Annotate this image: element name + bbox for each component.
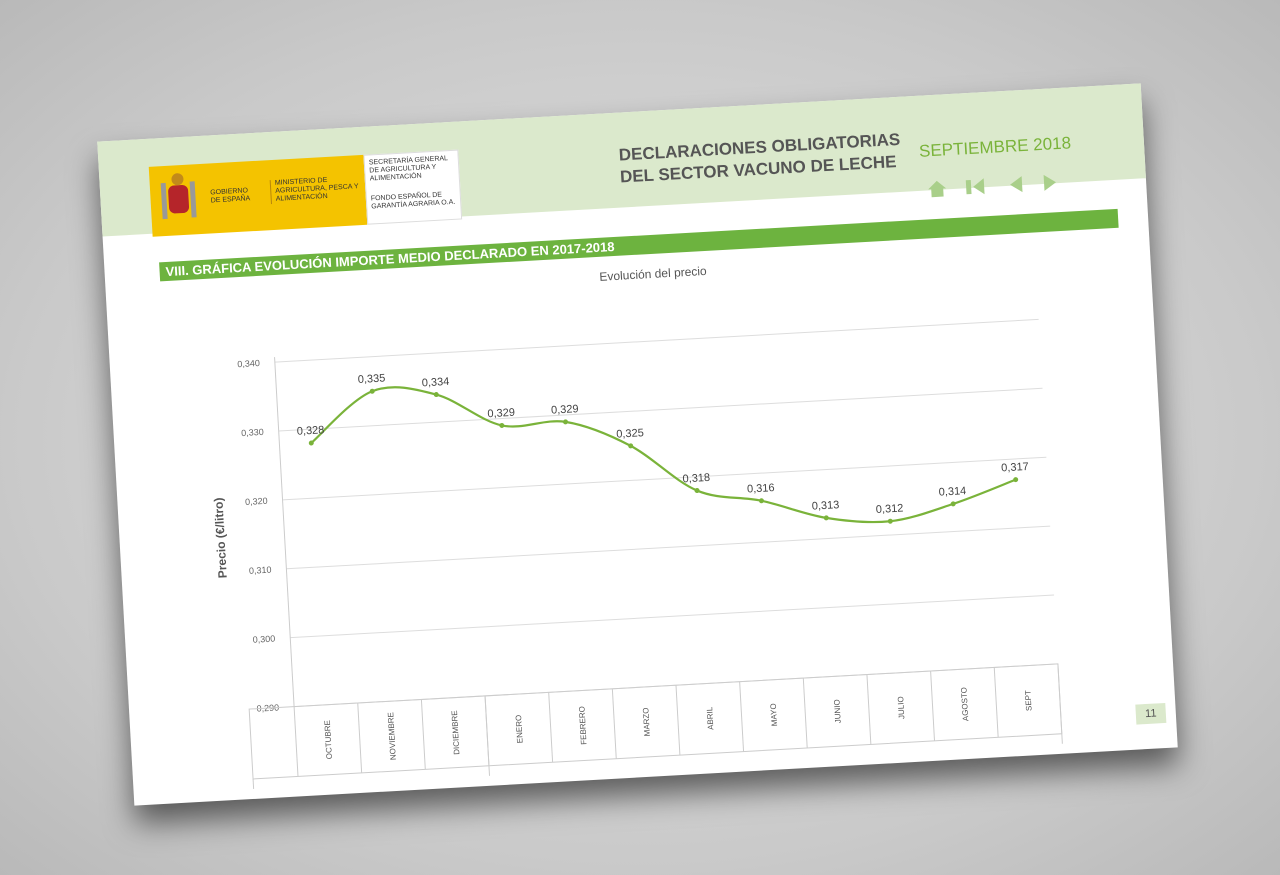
- x-tick-label: SEPT: [1023, 690, 1033, 711]
- table-divider: [293, 706, 299, 777]
- table-divider: [993, 667, 999, 738]
- category-table: [248, 663, 1063, 780]
- table-divider: [357, 702, 363, 773]
- data-label: 0,325: [616, 427, 644, 441]
- y-tick-label: 0,340: [237, 358, 260, 369]
- next-icon[interactable]: [1043, 174, 1057, 191]
- table-divider: [930, 670, 936, 741]
- first-icon[interactable]: [965, 178, 985, 195]
- point: [563, 419, 569, 425]
- table-divider: [739, 681, 745, 752]
- x-tick-label: ABRIL: [705, 706, 715, 730]
- logo-text: MINISTERIO DE AGRICULTURA, PESCA Y ALIME…: [269, 174, 366, 205]
- data-label: 0,316: [747, 482, 775, 496]
- data-label: 0,329: [487, 407, 515, 421]
- data-label: 0,317: [1001, 461, 1029, 475]
- point: [308, 440, 314, 446]
- point: [694, 488, 700, 494]
- group-divider: [1057, 663, 1065, 774]
- logo-text: FONDO ESPAÑOL DE GARANTÍA AGRARIA O.A.: [370, 191, 456, 211]
- grid-line: [274, 318, 1039, 363]
- x-tick-label: JUNIO: [832, 699, 842, 723]
- y-tick-label: 0,320: [245, 496, 268, 507]
- table-divider: [611, 688, 617, 759]
- grid-line: [278, 387, 1043, 432]
- table-divider: [548, 692, 554, 763]
- x-tick-label: ENERO: [514, 715, 525, 744]
- table-divider: [420, 699, 426, 770]
- nav-icons: [928, 174, 1057, 198]
- point: [628, 443, 634, 449]
- grid-line: [282, 456, 1047, 501]
- x-tick-label: JULIO: [896, 696, 906, 719]
- data-label: 0,313: [812, 499, 840, 513]
- table-divider: [866, 674, 872, 745]
- group-divider: [252, 778, 256, 796]
- x-tick-label: OCTUBRE: [323, 720, 334, 760]
- x-tick-label: AGOSTO: [959, 687, 970, 722]
- page-number: 11: [1135, 702, 1167, 725]
- point: [823, 515, 829, 521]
- point: [950, 501, 956, 507]
- chart-title: Evolución del precio: [599, 264, 707, 284]
- logo-secondary: SECRETARÍA GENERAL DE AGRICULTURA Y ALIM…: [363, 149, 463, 225]
- point: [369, 388, 375, 394]
- data-label: 0,312: [876, 502, 904, 516]
- table-divider: [675, 685, 681, 756]
- group-divider: [484, 695, 492, 796]
- table-divider: [802, 678, 808, 749]
- grid-line: [290, 594, 1055, 639]
- x-tick-label: NOVIEMBRE: [386, 712, 398, 760]
- y-tick-label: 0,330: [241, 427, 264, 438]
- data-label: 0,329: [551, 403, 579, 417]
- point: [887, 518, 893, 524]
- point: [1013, 477, 1019, 483]
- data-label: 0,328: [297, 424, 325, 438]
- logo-text: SECRETARÍA GENERAL DE AGRICULTURA Y ALIM…: [368, 155, 448, 183]
- point: [433, 392, 439, 398]
- y-tick-label: 0,300: [252, 634, 275, 645]
- x-tick-label: FEBRERO: [577, 706, 588, 745]
- x-tick-label: MAYO: [769, 703, 779, 726]
- data-label: 0,334: [422, 376, 450, 390]
- grid-line: [286, 525, 1051, 570]
- y-axis-label: Precio (€/litro): [211, 497, 229, 578]
- y-tick-label: 0,310: [249, 565, 272, 576]
- home-icon[interactable]: [928, 180, 947, 198]
- logo-text: GOBIERNO DE ESPAÑA: [210, 187, 251, 205]
- data-label: 0,335: [357, 372, 385, 386]
- coat-of-arms: [160, 173, 197, 220]
- group-label: 2017: [364, 789, 383, 796]
- x-tick-label: DICIEMBRE: [450, 710, 461, 755]
- point: [499, 422, 505, 428]
- data-label: 0,314: [938, 485, 966, 499]
- group-label: 2018: [767, 766, 786, 776]
- prev-icon[interactable]: [1010, 176, 1023, 193]
- x-tick-label: MARZO: [641, 707, 652, 736]
- document-page: GOBIERNO DE ESPAÑA MINISTERIO DE AGRICUL…: [97, 83, 1178, 806]
- data-label: 0,318: [682, 472, 710, 486]
- point: [758, 498, 764, 504]
- y-axis: [274, 357, 295, 707]
- logo: GOBIERNO DE ESPAÑA MINISTERIO DE AGRICUL…: [148, 154, 368, 237]
- price-line: [310, 386, 1017, 524]
